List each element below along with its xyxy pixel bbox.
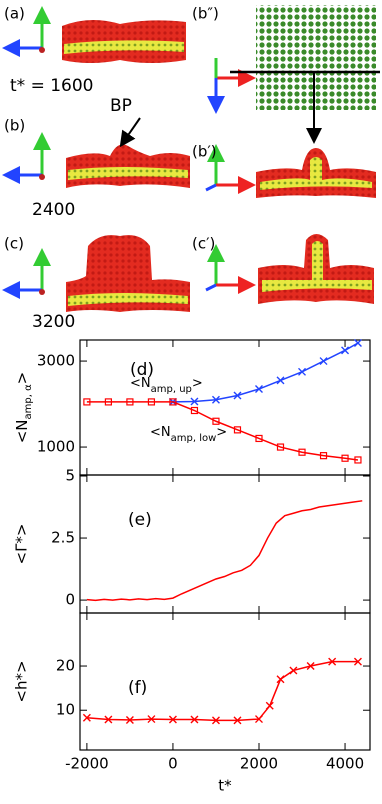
membrane bbox=[66, 144, 190, 188]
y-tick-label: 1000 bbox=[37, 438, 75, 456]
series-label: <Namp, up> bbox=[130, 376, 203, 395]
marker bbox=[211, 395, 220, 404]
marker bbox=[289, 666, 298, 675]
y-axis-label: <h*> bbox=[13, 660, 31, 702]
time-label: 2400 bbox=[32, 200, 75, 220]
y-tick-label: 0 bbox=[65, 591, 75, 609]
plot-frame bbox=[79, 474, 371, 614]
marker bbox=[341, 346, 350, 355]
marker bbox=[104, 398, 112, 406]
y-axis-label-part: <N bbox=[13, 419, 31, 443]
marker bbox=[354, 456, 362, 464]
y-axis-label: <Namp, α> bbox=[13, 372, 34, 444]
marker bbox=[190, 406, 199, 415]
y-axis-label-part: amp, α bbox=[23, 384, 34, 420]
data-line bbox=[172, 342, 359, 403]
top-view bbox=[256, 5, 376, 110]
series-label-part: > bbox=[192, 376, 203, 391]
marker bbox=[233, 716, 242, 725]
marker bbox=[126, 398, 134, 406]
x-axis-label: t* bbox=[218, 777, 232, 795]
series-label-part: amp, up bbox=[151, 384, 192, 395]
series-label-part: <N bbox=[150, 425, 171, 440]
marker bbox=[353, 657, 362, 666]
x-tick-label: 0 bbox=[168, 755, 178, 773]
x-tick-label: 2000 bbox=[240, 755, 278, 773]
marker bbox=[169, 398, 177, 406]
marker bbox=[306, 662, 315, 671]
membrane bbox=[66, 235, 190, 312]
axes-glyph bbox=[2, 132, 51, 184]
marker bbox=[255, 434, 263, 443]
marker bbox=[125, 715, 134, 724]
y-axis-label-part: > bbox=[13, 372, 31, 385]
x-tick-label: 4000 bbox=[326, 755, 364, 773]
plot-frame bbox=[79, 612, 371, 751]
marker bbox=[83, 398, 91, 406]
marker bbox=[353, 339, 362, 348]
panel-label: (a) bbox=[4, 5, 25, 23]
data-line bbox=[86, 500, 363, 602]
marker bbox=[212, 417, 220, 425]
marker bbox=[254, 715, 263, 724]
series-label-part: amp, low bbox=[171, 433, 217, 444]
panel-label: (b″) bbox=[192, 5, 219, 23]
y-tick-label: 3000 bbox=[37, 352, 75, 370]
time-label: 3200 bbox=[32, 312, 75, 332]
marker bbox=[265, 701, 274, 710]
marker bbox=[190, 715, 199, 724]
marker bbox=[233, 391, 242, 400]
bp-arrow bbox=[119, 117, 141, 148]
y-tick-label: 2.5 bbox=[51, 529, 75, 547]
marker bbox=[276, 376, 285, 385]
y-tick-label: 10 bbox=[56, 701, 75, 719]
marker bbox=[319, 452, 328, 460]
panel-label: (b) bbox=[4, 117, 25, 135]
time-label: t* = 1600 bbox=[10, 76, 93, 96]
marker bbox=[211, 716, 220, 725]
membrane-core bbox=[260, 157, 372, 190]
membrane-core bbox=[68, 293, 188, 306]
membrane-core bbox=[64, 40, 184, 54]
axes-glyph bbox=[2, 6, 51, 57]
membrane-core bbox=[262, 241, 372, 292]
marker bbox=[319, 357, 328, 366]
bp-label: BP bbox=[110, 96, 132, 116]
snapshots: (a) (b″) (b) (b′) (c) (c′) t* = 1600 240… bbox=[2, 5, 380, 332]
axes-glyph bbox=[2, 248, 51, 299]
series-label-part: <N bbox=[130, 376, 151, 391]
axes-glyph bbox=[205, 144, 256, 194]
x-tick-label: -2000 bbox=[65, 755, 109, 773]
marker bbox=[341, 454, 349, 462]
marker bbox=[82, 713, 91, 722]
panel-label: (d) bbox=[130, 360, 154, 380]
marker bbox=[328, 657, 337, 666]
marker bbox=[298, 448, 306, 456]
marker bbox=[233, 426, 242, 434]
marker bbox=[168, 715, 177, 724]
marker bbox=[147, 715, 156, 724]
marker bbox=[298, 367, 307, 376]
membrane-core bbox=[68, 167, 188, 180]
marker bbox=[276, 675, 285, 684]
y-tick-label: 5 bbox=[65, 466, 75, 484]
axes-glyph bbox=[207, 58, 256, 114]
marker bbox=[190, 397, 199, 406]
axes-glyph bbox=[205, 244, 256, 294]
panel-label: (c) bbox=[4, 235, 24, 253]
marker bbox=[147, 398, 156, 406]
marker bbox=[254, 385, 263, 394]
marker bbox=[276, 443, 285, 451]
panel-label: (f) bbox=[128, 678, 147, 698]
panel-label: (b′) bbox=[192, 143, 217, 161]
panel-label: (e) bbox=[128, 510, 152, 530]
marker bbox=[104, 715, 113, 724]
series-label: <Namp, low> bbox=[150, 425, 227, 444]
panel-label: (c′) bbox=[192, 235, 215, 253]
y-tick-label: 20 bbox=[56, 657, 75, 675]
y-axis-label: <Γ*> bbox=[13, 524, 31, 565]
series-label-part: > bbox=[216, 425, 227, 440]
